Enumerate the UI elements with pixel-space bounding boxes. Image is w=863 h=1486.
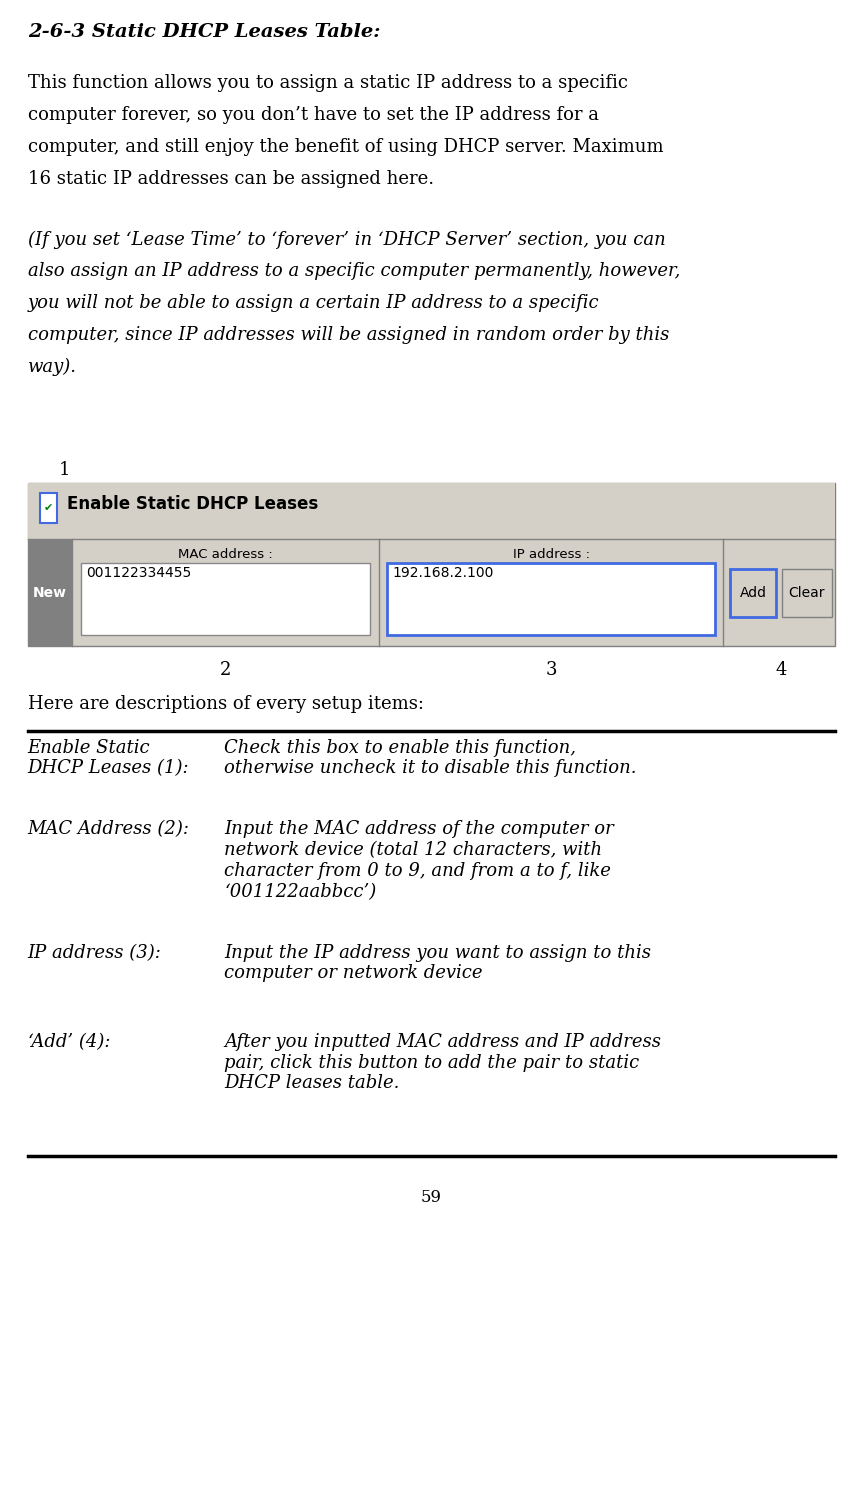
- Text: Check this box to enable this function,
otherwise uncheck it to disable this fun: Check this box to enable this function, …: [224, 739, 637, 777]
- Text: Clear: Clear: [789, 585, 825, 600]
- FancyBboxPatch shape: [28, 483, 835, 539]
- Text: computer, since IP addresses will be assigned in random order by this: computer, since IP addresses will be ass…: [28, 327, 669, 345]
- Text: 2-6-3 Static DHCP Leases Table:: 2-6-3 Static DHCP Leases Table:: [28, 22, 380, 42]
- Text: Input the MAC address of the computer or
network device (total 12 characters, wi: Input the MAC address of the computer or…: [224, 820, 614, 901]
- Text: Here are descriptions of every setup items:: Here are descriptions of every setup ite…: [28, 695, 424, 713]
- Text: also assign an IP address to a specific computer permanently, however,: also assign an IP address to a specific …: [28, 262, 680, 281]
- Text: Input the IP address you want to assign to this
computer or network device: Input the IP address you want to assign …: [224, 944, 652, 982]
- FancyBboxPatch shape: [40, 493, 57, 523]
- Text: Add: Add: [740, 585, 766, 600]
- Text: computer forever, so you don’t have to set the IP address for a: computer forever, so you don’t have to s…: [28, 107, 599, 125]
- Text: 1: 1: [59, 461, 70, 478]
- Text: 192.168.2.100: 192.168.2.100: [393, 566, 494, 580]
- FancyBboxPatch shape: [28, 483, 835, 646]
- FancyBboxPatch shape: [28, 539, 72, 646]
- Text: MAC Address (2):: MAC Address (2):: [28, 820, 190, 838]
- Text: IP address :: IP address :: [513, 548, 589, 562]
- Text: Enable Static DHCP Leases: Enable Static DHCP Leases: [67, 495, 318, 513]
- Text: 59: 59: [421, 1189, 442, 1205]
- Text: way).: way).: [28, 358, 77, 376]
- Text: 2: 2: [220, 661, 231, 679]
- Text: 3: 3: [545, 661, 557, 679]
- Text: 001122334455: 001122334455: [86, 566, 192, 580]
- FancyBboxPatch shape: [387, 563, 715, 635]
- Text: MAC address :: MAC address :: [179, 548, 273, 562]
- FancyBboxPatch shape: [782, 569, 832, 617]
- Text: After you inputted MAC address and IP address
pair, click this button to add the: After you inputted MAC address and IP ad…: [224, 1033, 661, 1092]
- Text: ‘Add’ (4):: ‘Add’ (4):: [28, 1033, 110, 1051]
- FancyBboxPatch shape: [81, 563, 370, 635]
- Text: New: New: [33, 585, 67, 600]
- Text: 4: 4: [775, 661, 787, 679]
- FancyBboxPatch shape: [730, 569, 776, 617]
- Text: you will not be able to assign a certain IP address to a specific: you will not be able to assign a certain…: [28, 294, 599, 312]
- Text: 16 static IP addresses can be assigned here.: 16 static IP addresses can be assigned h…: [28, 171, 434, 189]
- Text: This function allows you to assign a static IP address to a specific: This function allows you to assign a sta…: [28, 74, 627, 92]
- Text: Enable Static
DHCP Leases (1):: Enable Static DHCP Leases (1):: [28, 739, 189, 777]
- Text: ✔: ✔: [44, 504, 53, 513]
- Text: (If you set ‘Lease Time’ to ‘forever’ in ‘DHCP Server’ section, you can: (If you set ‘Lease Time’ to ‘forever’ in…: [28, 230, 665, 248]
- Text: computer, and still enjoy the benefit of using DHCP server. Maximum: computer, and still enjoy the benefit of…: [28, 138, 664, 156]
- Text: IP address (3):: IP address (3):: [28, 944, 161, 961]
